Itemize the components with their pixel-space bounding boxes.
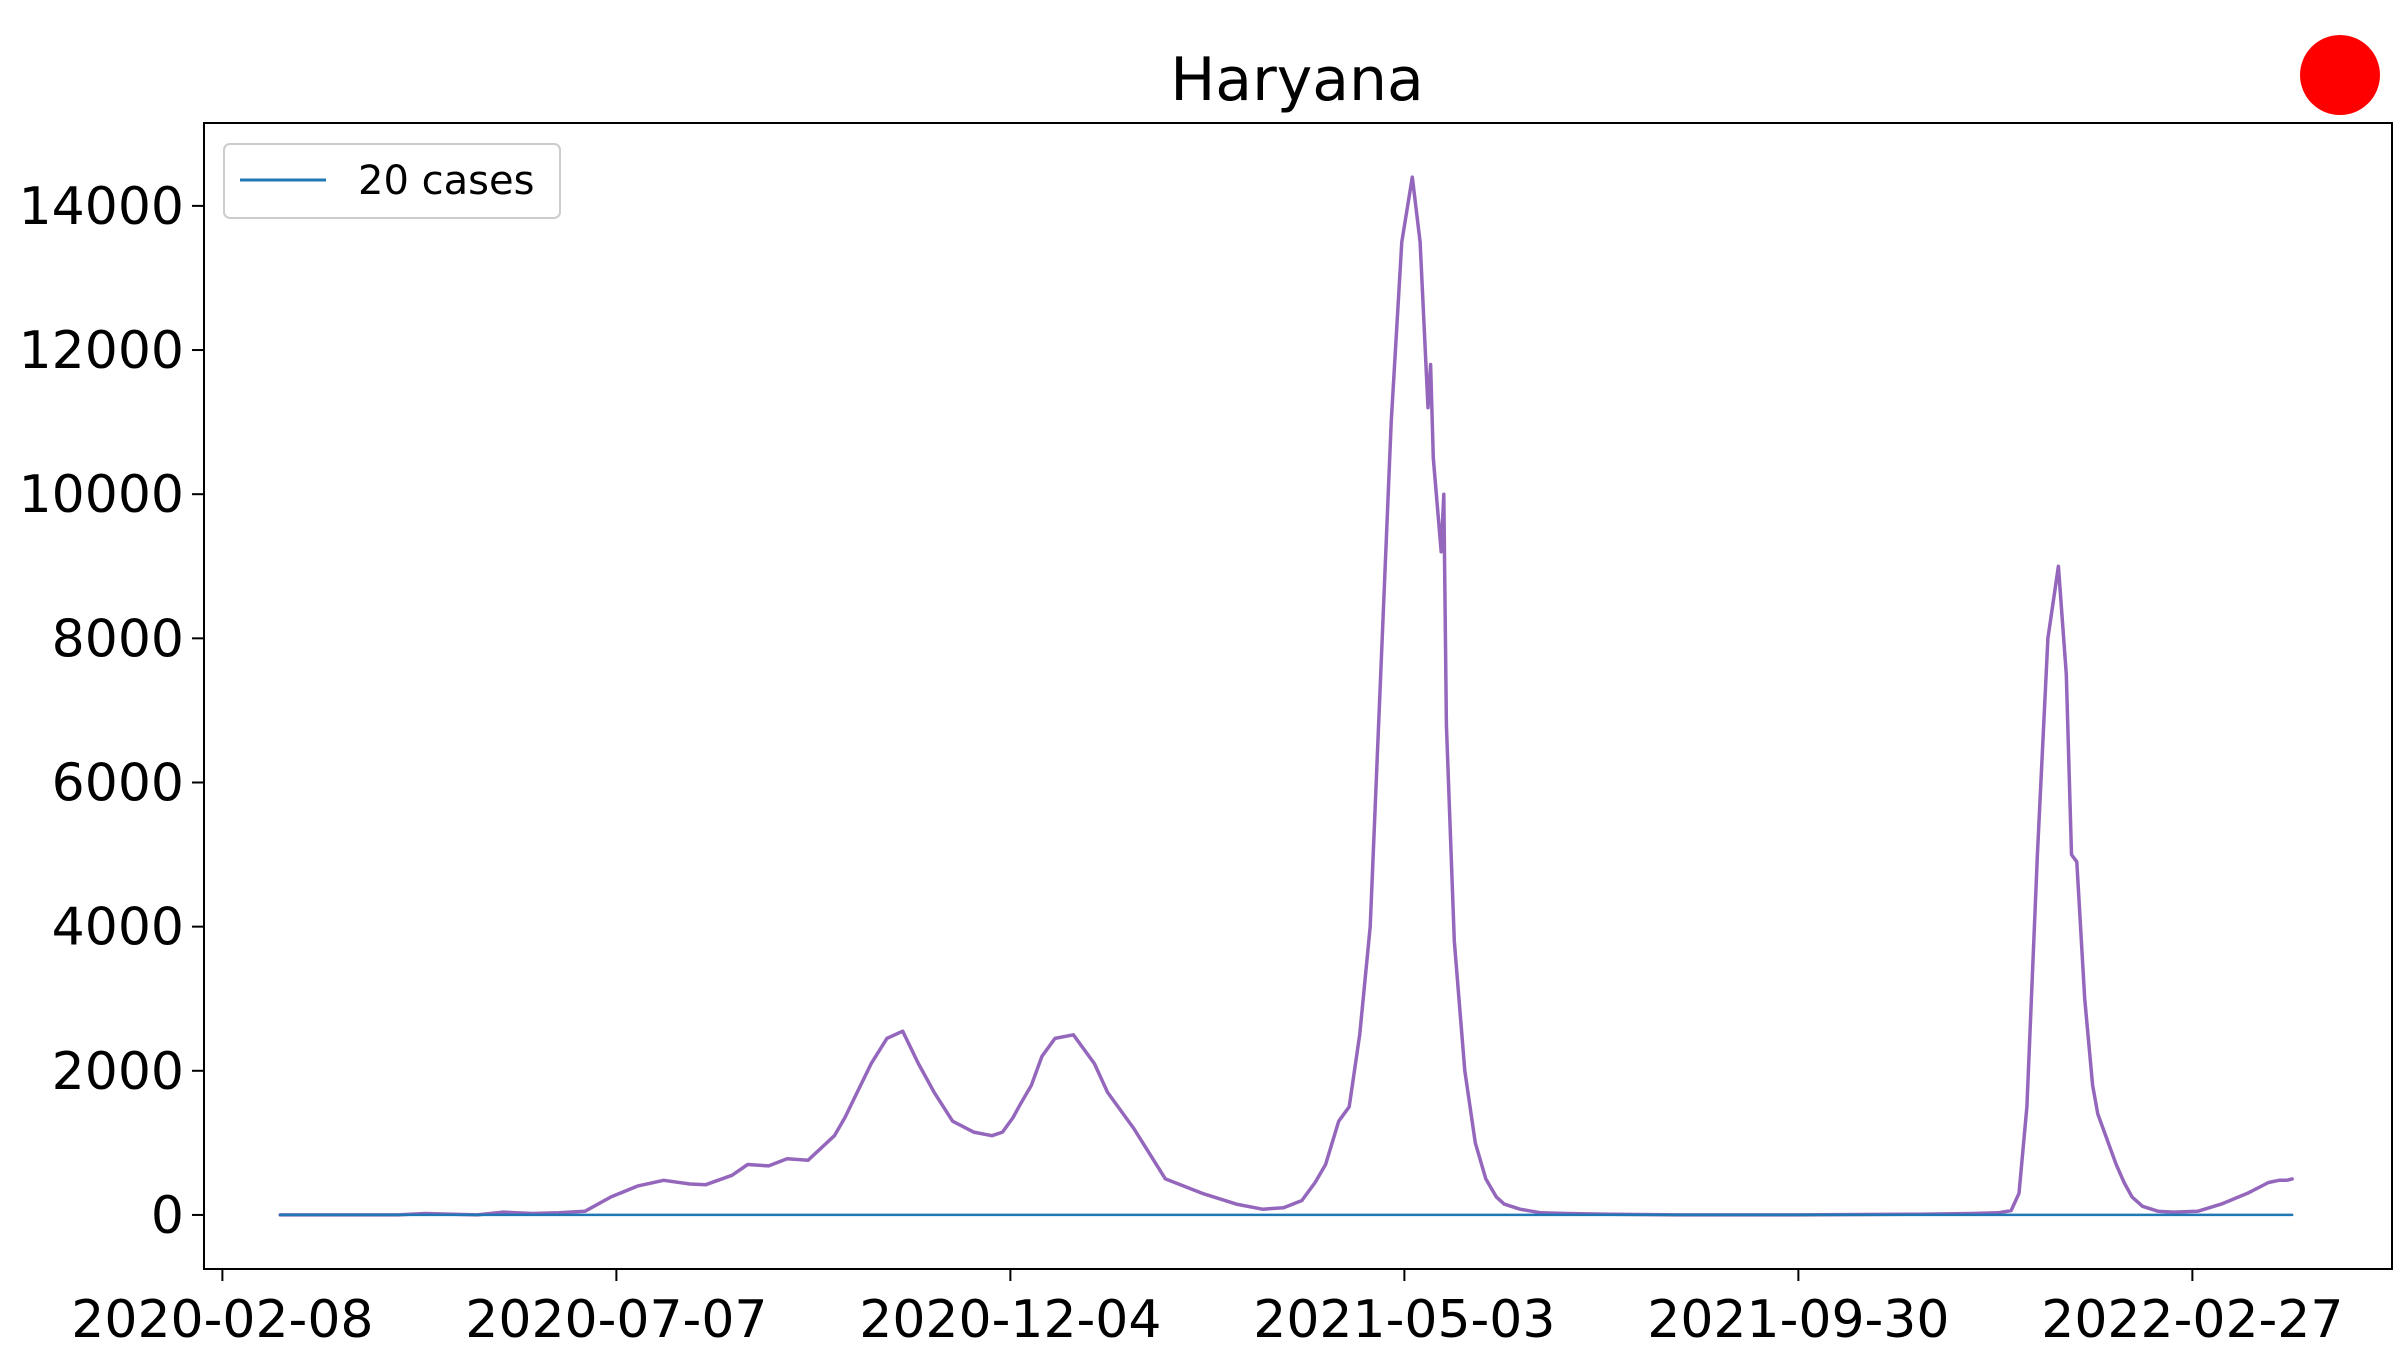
y-tick-label: 10000 — [19, 465, 184, 525]
y-tick-label: 6000 — [52, 753, 184, 813]
y-tick-label: 8000 — [52, 609, 184, 669]
chart-title: Haryana — [1170, 45, 1424, 115]
x-tick-label: 2022-02-27 — [2041, 1290, 2343, 1350]
legend-label-20-cases: 20 cases — [358, 158, 534, 204]
x-axis: 2020-02-08 2020-07-07 2020-12-04 2021-05-03… — [71, 1269, 2343, 1350]
x-tick-label: 2020-02-08 — [71, 1290, 373, 1350]
plot-area — [278, 175, 2294, 1217]
x-tick-label: 2021-05-03 — [1253, 1290, 1555, 1350]
y-tick-label: 14000 — [19, 177, 184, 237]
plot-frame — [203, 122, 2393, 1270]
y-axis: 0 2000 4000 6000 8000 10000 12000 14000 — [19, 177, 204, 1246]
x-tick-label: 2021-09-30 — [1647, 1290, 1949, 1350]
y-tick-label: 2000 — [52, 1042, 184, 1102]
legend: 20 cases — [223, 143, 561, 219]
y-tick-label: 4000 — [52, 898, 184, 958]
legend-box — [223, 143, 561, 219]
x-tick-label: 2020-12-04 — [859, 1290, 1161, 1350]
status-indicator-dot — [2300, 35, 2380, 115]
y-tick-label: 12000 — [19, 321, 184, 381]
y-tick-label: 0 — [151, 1186, 184, 1246]
series-line-daily-cases — [278, 175, 2294, 1217]
x-tick-label: 2020-07-07 — [465, 1290, 767, 1350]
